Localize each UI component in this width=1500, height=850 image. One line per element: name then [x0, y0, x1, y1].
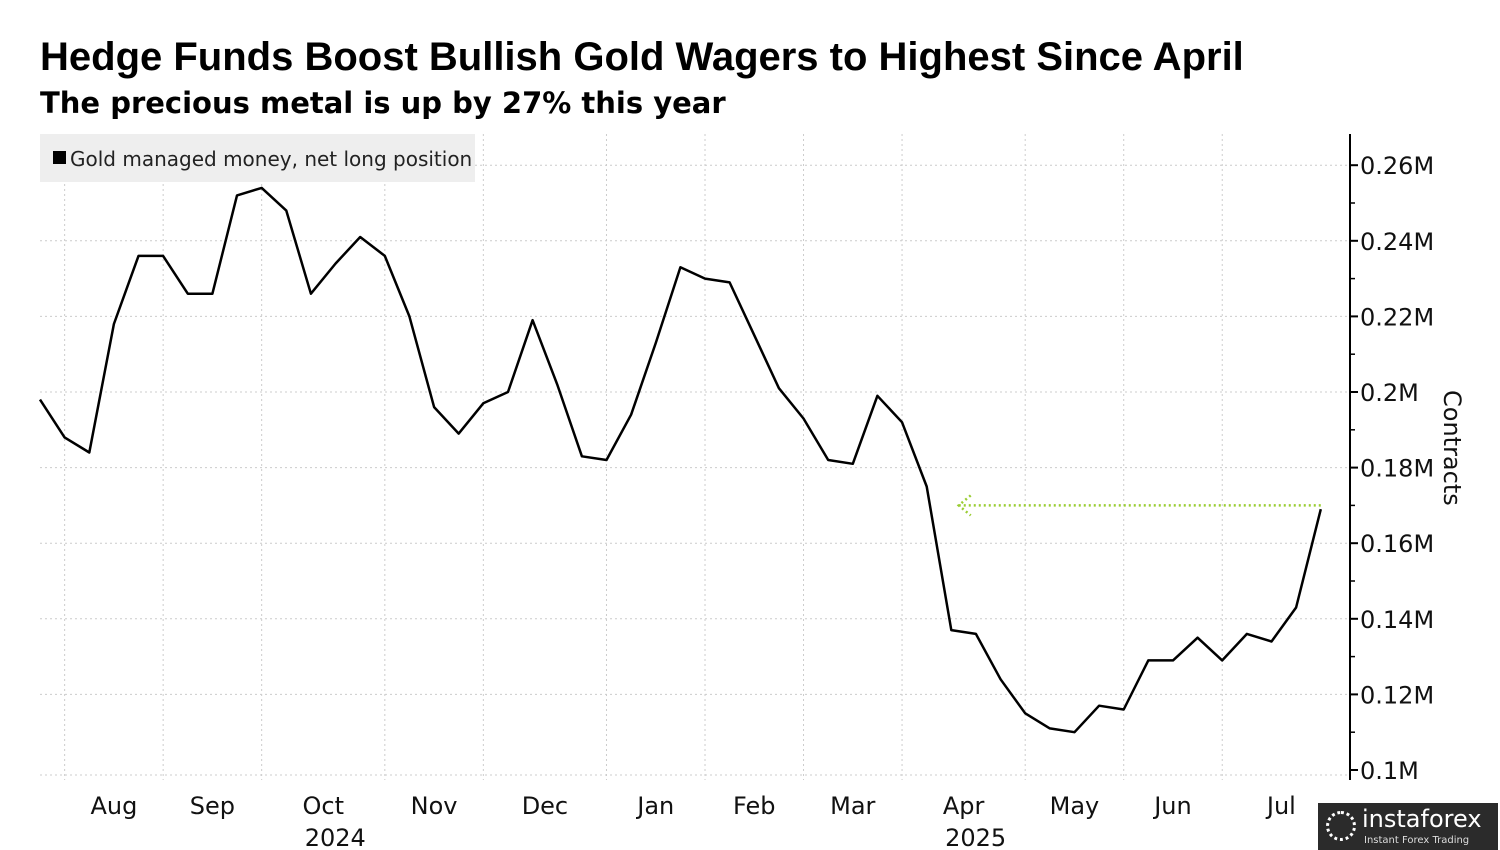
x-tick-label: Nov: [411, 792, 458, 820]
chart-title: Hedge Funds Boost Bullish Gold Wagers to…: [40, 35, 1244, 79]
y-tick-label: 0.2M: [1360, 379, 1419, 407]
x-tick-label: Sep: [190, 792, 235, 820]
watermark-logo: instaforex Instant Forex Trading: [1318, 803, 1498, 850]
chart-subtitle: The precious metal is up by 27% this yea…: [40, 86, 726, 120]
x-tick-label: Jun: [1152, 792, 1192, 820]
gridlines: [40, 134, 1350, 780]
series: [38, 186, 1323, 734]
y-tick-label: 0.24M: [1360, 228, 1434, 256]
x-tick-label: Jul: [1265, 792, 1296, 820]
y-tick-label: 0.18M: [1360, 455, 1434, 483]
x-tick-label: Mar: [830, 792, 875, 820]
y-axis-label: Contracts: [1438, 390, 1466, 506]
x-tick-label: May: [1050, 792, 1100, 820]
y-tick-label: 0.14M: [1360, 606, 1434, 634]
x-tick-label: Jan: [635, 792, 674, 820]
x-tick-label: Dec: [522, 792, 568, 820]
legend-swatch: [53, 151, 66, 164]
x-axis: Aug Sep Oct 2024 Nov Dec Jan Feb Mar Apr 2025 May Ju…: [90, 792, 1295, 850]
logo-name: instaforex: [1362, 805, 1482, 833]
x-tick-label: Feb: [733, 792, 776, 820]
y-tick-label: 0.26M: [1360, 152, 1434, 180]
y-tick-label: 0.16M: [1360, 530, 1434, 558]
y-tick-label: 0.12M: [1360, 681, 1434, 709]
legend-label: Gold managed money, net long position: [70, 147, 472, 171]
x-tick-label: Aug: [90, 792, 137, 820]
logo-tagline: Instant Forex Trading: [1364, 835, 1470, 846]
x-year-label: 2024: [305, 824, 366, 850]
series-line: [38, 186, 1323, 734]
x-tick-label: Oct: [302, 792, 344, 820]
annotation-arrow-head-icon: [956, 494, 972, 517]
y-tick-label: 0.22M: [1360, 303, 1434, 331]
logo-icon: [1326, 811, 1356, 841]
x-tick-label: Apr: [943, 792, 985, 820]
legend-box: [40, 134, 475, 182]
x-year-label: 2025: [945, 824, 1006, 850]
y-axis: 0.1M 0.12M 0.14M 0.16M 0.18M 0.2M 0.22M 0.24M 0.…: [1349, 134, 1434, 785]
y-tick-label: 0.1M: [1360, 757, 1419, 785]
